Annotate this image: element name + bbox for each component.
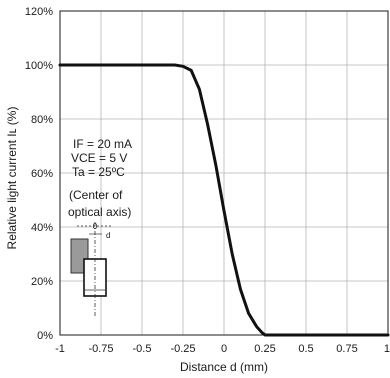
diagram-label-d: d (106, 231, 110, 240)
x-tick-label: -0.75 (88, 343, 113, 355)
y-axis-title: Relative light current Iʟ (%) (5, 107, 19, 250)
x-tick-label: 0 (221, 343, 227, 355)
center-note-line-2: optical axis) (68, 205, 131, 219)
y-tick-labels: 0% 20% 40% 60% 80% 100% 120% (25, 6, 53, 342)
plot-frame (59, 10, 389, 336)
y-tick-label: 120% (25, 6, 53, 18)
y-tick-label: 100% (25, 60, 53, 72)
x-tick-labels: -1 -0.75 -0.5 -0.25 0 0.25 0.5 0.75 1 (55, 343, 390, 355)
y-tick-label: 60% (31, 168, 53, 180)
series-line (58, 63, 390, 337)
y-tick-label: 40% (31, 222, 53, 234)
y-tick-label: 0% (37, 330, 53, 342)
x-tick-label: -0.25 (170, 343, 195, 355)
x-tick-label: -0.5 (133, 343, 152, 355)
x-tick-label: 0.75 (336, 343, 357, 355)
y-tick-label: 20% (31, 276, 53, 288)
diagram-label-zero: 0 (93, 222, 98, 231)
center-note-line-1: (Center of (69, 188, 123, 202)
x-axis-title: Distance d (mm) (180, 360, 268, 374)
condition-voltage: VCE = 5 V (71, 151, 127, 165)
x-tick-label: 0.5 (298, 343, 313, 355)
y-tick-label: 80% (31, 114, 53, 126)
x-tick-label: 0.25 (254, 343, 275, 355)
conditions-annotation: IF = 20 mA VCE = 5 V Ta = 25ºC (Center o… (68, 137, 132, 219)
x-tick-label: 1 (384, 343, 390, 355)
condition-current: IF = 20 mA (73, 137, 132, 151)
condition-temperature: Ta = 25ºC (72, 165, 125, 179)
sensor-diagram: 0 d (70, 222, 113, 318)
x-tick-label: -1 (55, 343, 65, 355)
